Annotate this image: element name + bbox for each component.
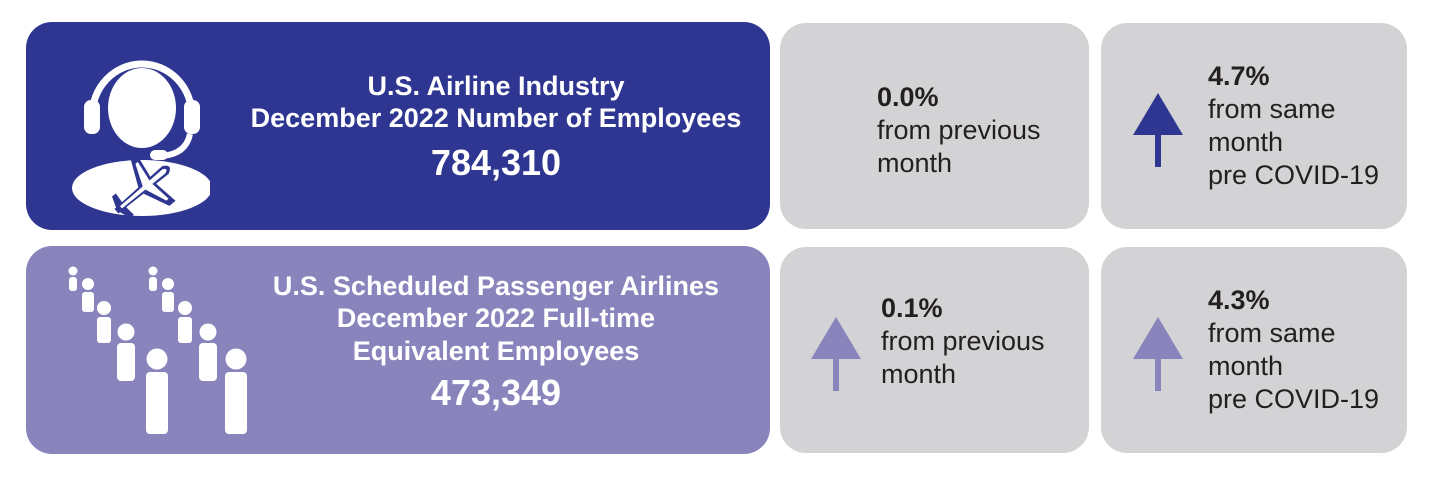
passenger-precovid-change-card: 4.3% from same month pre COVID-19 <box>1101 247 1407 453</box>
industry-monthly-change-card: 0.0% from previous month <box>780 23 1089 229</box>
industry-monthly-label-line2: month <box>877 148 953 178</box>
arrow-up-icon <box>811 317 861 391</box>
passenger-precovid-label-line2: month <box>1208 351 1284 381</box>
arrow-up-icon <box>1133 93 1183 167</box>
passenger-employee-count: 473,349 <box>430 372 562 414</box>
passenger-panel: U.S. Scheduled Passenger Airlines Decemb… <box>26 246 770 454</box>
industry-precovid-label-line3: pre COVID-19 <box>1208 160 1380 190</box>
passenger-title-line1: U.S. Scheduled Passenger Airlines <box>272 271 720 301</box>
industry-employee-count: 784,310 <box>430 141 562 183</box>
passenger-title-line3: Equivalent Employees <box>352 335 640 366</box>
industry-precovid-label-line1: from same <box>1208 94 1336 124</box>
industry-precovid-pct: 4.7% <box>1208 61 1270 91</box>
passenger-precovid-label-line3: pre COVID-19 <box>1208 384 1380 414</box>
industry-panel: U.S. Airline Industry December 2022 Numb… <box>26 22 770 230</box>
industry-title-line1: U.S. Airline Industry <box>367 71 625 101</box>
headset-agent-airplane-icon <box>72 60 210 218</box>
passenger-title-line2: December 2022 Full-time <box>336 303 656 334</box>
passenger-monthly-label-line1: from previous <box>881 326 1045 356</box>
industry-precovid-label-line2: month <box>1208 127 1284 157</box>
passenger-precovid-label-line1: from same <box>1208 318 1336 348</box>
passenger-monthly-change-card: 0.1% from previous month <box>780 247 1089 453</box>
passenger-monthly-pct: 0.1% <box>881 293 943 323</box>
industry-monthly-label-line1: from previous <box>877 115 1041 145</box>
passenger-precovid-pct: 4.3% <box>1208 285 1270 315</box>
arrow-up-icon <box>1133 317 1183 391</box>
industry-precovid-change-card: 4.7% from same month pre COVID-19 <box>1101 23 1407 229</box>
industry-title-line2: December 2022 Number of Employees <box>250 103 742 134</box>
industry-monthly-pct: 0.0% <box>877 82 939 112</box>
people-queue-icon <box>68 266 247 434</box>
passenger-monthly-label-line2: month <box>881 359 957 389</box>
